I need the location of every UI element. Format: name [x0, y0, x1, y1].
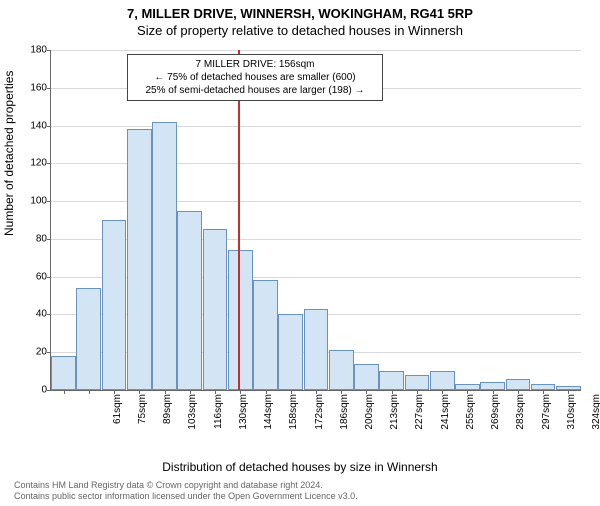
xtick-label: 283sqm [515, 394, 526, 444]
ytick-mark [47, 126, 51, 127]
xtick-mark [543, 390, 544, 394]
histogram-bar [127, 129, 152, 390]
xtick-label: 213sqm [389, 394, 400, 444]
xtick-mark [518, 390, 519, 394]
histogram-bar [480, 382, 505, 390]
ytick-label: 80 [19, 233, 47, 244]
footer-line-2: Contains public sector information licen… [14, 491, 358, 502]
xtick-mark [316, 390, 317, 394]
xtick-label: 172sqm [314, 394, 325, 444]
xtick-label: 103sqm [187, 394, 198, 444]
histogram-bar [253, 280, 278, 390]
xtick-label: 186sqm [339, 394, 350, 444]
histogram-bar [430, 371, 455, 390]
xtick-mark [64, 390, 65, 394]
xtick-mark [442, 390, 443, 394]
xtick-mark [417, 390, 418, 394]
ytick-label: 0 [19, 385, 47, 396]
histogram-bar [405, 375, 430, 390]
ytick-mark [47, 50, 51, 51]
histogram-bar [506, 379, 531, 390]
xtick-mark [139, 390, 140, 394]
footer-attribution: Contains HM Land Registry data © Crown c… [14, 480, 358, 502]
histogram-bar [152, 122, 177, 390]
ytick-mark [47, 314, 51, 315]
xtick-mark [493, 390, 494, 394]
xtick-label: 255sqm [465, 394, 476, 444]
xtick-label: 116sqm [213, 394, 224, 444]
xtick-label: 269sqm [490, 394, 501, 444]
ytick-label: 160 [19, 82, 47, 93]
histogram-bar [102, 220, 127, 390]
xtick-label: 61sqm [112, 394, 123, 444]
annotation-box: 7 MILLER DRIVE: 156sqm← 75% of detached … [127, 54, 383, 101]
ytick-label: 120 [19, 158, 47, 169]
ytick-label: 20 [19, 347, 47, 358]
ytick-label: 40 [19, 309, 47, 320]
xtick-label: 297sqm [541, 394, 552, 444]
histogram-bar [203, 229, 228, 390]
histogram-bar [329, 350, 354, 390]
xtick-mark [190, 390, 191, 394]
xtick-mark [291, 390, 292, 394]
gridline [51, 50, 581, 51]
xtick-label: 75sqm [137, 394, 148, 444]
xtick-label: 200sqm [364, 394, 375, 444]
annotation-line: 25% of semi-detached houses are larger (… [134, 84, 376, 97]
histogram-bar [177, 211, 202, 390]
histogram-bar [354, 364, 379, 390]
xtick-mark [240, 390, 241, 394]
xtick-label: 241sqm [440, 394, 451, 444]
xtick-label: 89sqm [162, 394, 173, 444]
annotation-line: ← 75% of detached houses are smaller (60… [134, 71, 376, 84]
ytick-label: 180 [19, 45, 47, 56]
ytick-mark [47, 390, 51, 391]
x-axis-label: Distribution of detached houses by size … [0, 460, 600, 474]
xtick-label: 144sqm [263, 394, 274, 444]
annotation-line: 7 MILLER DRIVE: 156sqm [134, 58, 376, 71]
xtick-label: 158sqm [288, 394, 299, 444]
xtick-mark [366, 390, 367, 394]
ytick-mark [47, 239, 51, 240]
ytick-mark [47, 201, 51, 202]
xtick-mark [266, 390, 267, 394]
property-marker-line [238, 50, 240, 390]
ytick-label: 100 [19, 196, 47, 207]
histogram-bar [278, 314, 303, 390]
plot-region: 02040608010012014016018061sqm75sqm89sqm1… [50, 50, 581, 391]
y-axis-label: Number of detached properties [2, 71, 16, 236]
ytick-mark [47, 352, 51, 353]
ytick-mark [47, 163, 51, 164]
ytick-mark [47, 88, 51, 89]
xtick-mark [467, 390, 468, 394]
histogram-bar [379, 371, 404, 390]
page-title-address: 7, MILLER DRIVE, WINNERSH, WOKINGHAM, RG… [0, 6, 600, 21]
page-subtitle: Size of property relative to detached ho… [0, 23, 600, 38]
gridline [51, 126, 581, 127]
xtick-mark [89, 390, 90, 394]
xtick-mark [215, 390, 216, 394]
xtick-label: 227sqm [414, 394, 425, 444]
xtick-mark [568, 390, 569, 394]
xtick-label: 310sqm [566, 394, 577, 444]
xtick-mark [392, 390, 393, 394]
xtick-mark [165, 390, 166, 394]
footer-line-1: Contains HM Land Registry data © Crown c… [14, 480, 358, 491]
ytick-label: 60 [19, 271, 47, 282]
ytick-label: 140 [19, 120, 47, 131]
histogram-bar [304, 309, 329, 390]
xtick-mark [341, 390, 342, 394]
chart-area: 02040608010012014016018061sqm75sqm89sqm1… [50, 50, 580, 430]
ytick-mark [47, 277, 51, 278]
histogram-bar [51, 356, 76, 390]
xtick-label: 324sqm [591, 394, 600, 444]
histogram-bar [76, 288, 101, 390]
xtick-mark [114, 390, 115, 394]
xtick-label: 130sqm [238, 394, 249, 444]
